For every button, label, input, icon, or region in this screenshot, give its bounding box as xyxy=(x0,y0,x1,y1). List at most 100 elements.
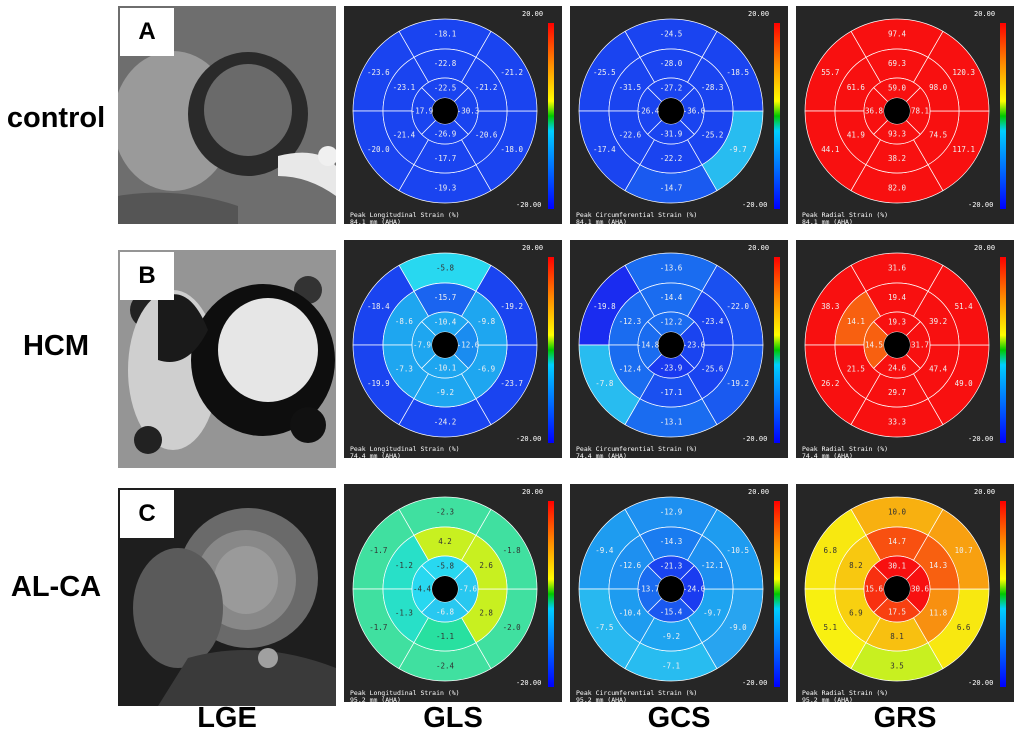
bullseye-center-hole xyxy=(658,98,684,124)
segment-value-label: -22.2 xyxy=(660,154,683,163)
segment-value-label: -12.3 xyxy=(619,317,642,326)
segment-value-label: 6.8 xyxy=(824,546,838,555)
bullseye-panel-alca-gcs: -12.9 -9.4 -7.5 -7.1 -9.0 -10.5 -14.3 -12.6 -10.… xyxy=(570,484,788,704)
segment-value-label: -31.5 xyxy=(619,83,642,92)
segment-value-label: -1.8 xyxy=(503,546,522,555)
segment-value-label: -6.9 xyxy=(477,364,495,373)
strain-caption: Peak Circumferential Strain (%) xyxy=(576,211,698,219)
segment-value-label: 38.2 xyxy=(888,154,906,163)
segment-value-label: -22.5 xyxy=(434,84,457,93)
depth-caption: 95.2 mm (AHA) xyxy=(576,696,627,704)
bullseye-svg: -5.8 -18.4 -19.9 -24.2 -23.7 -19.2 -15.7 -8.6 -7… xyxy=(352,252,538,438)
segment-value-label: -12.2 xyxy=(660,318,683,327)
column-label-gcs: GCS xyxy=(647,702,711,734)
scale-min-label: -20.00 xyxy=(968,435,994,443)
segment-value-label: 10.0 xyxy=(888,508,907,517)
segment-value-label: 59.0 xyxy=(888,84,907,93)
segment-value-label: 8.2 xyxy=(849,561,863,570)
segment-value-label: 51.4 xyxy=(955,302,974,311)
segment-value-label: -25.2 xyxy=(701,130,724,139)
segment-value-label: -10.4 xyxy=(619,608,642,617)
segment-value-label: -24.2 xyxy=(434,418,457,427)
segment-value-label: -19.2 xyxy=(726,379,749,388)
strain-caption: Peak Radial Strain (%) xyxy=(802,445,889,453)
segment-value-label: -5.8 xyxy=(436,264,455,273)
segment-value-label: -27.2 xyxy=(660,84,683,93)
segment-value-label: -4.4 xyxy=(413,585,432,594)
segment-value-label: 97.4 xyxy=(888,30,907,39)
segment-value-label: -14.4 xyxy=(660,293,683,302)
segment-value-label: 19.3 xyxy=(888,318,906,327)
segment-value-label: 69.3 xyxy=(888,59,906,68)
segment-value-label: -18.4 xyxy=(367,302,390,311)
panel-letter-c: C xyxy=(120,490,174,538)
segment-value-label: -21.4 xyxy=(393,130,416,139)
segment-value-label: -9.7 xyxy=(729,145,747,154)
segment-value-label: 2.6 xyxy=(479,561,493,570)
bullseye-panel-control-gcs: -24.5 -25.5 -17.4 -14.7 -9.7 -18.5 -28.0 -31.5 -… xyxy=(570,6,788,226)
strain-caption: Peak Longitudinal Strain (%) xyxy=(350,445,460,453)
segment-value-label: -36.0 xyxy=(683,107,706,116)
bullseye-center-hole xyxy=(432,98,458,124)
segment-value-label: -14.7 xyxy=(660,184,683,193)
segment-value-label: -28.0 xyxy=(660,59,683,68)
bullseye-center-hole xyxy=(884,332,910,358)
segment-value-label: -17.4 xyxy=(593,145,616,154)
segment-value-label: -23.6 xyxy=(367,68,390,77)
bullseye-svg: 97.4 55.7 44.1 82.0 117.1 120.3 69.3 61.6 41.9 38… xyxy=(804,18,990,204)
segment-value-label: -19.2 xyxy=(500,302,523,311)
segment-value-label: -21.2 xyxy=(475,83,498,92)
segment-value-label: -1.7 xyxy=(369,546,387,555)
segment-value-label: -7.1 xyxy=(662,662,680,671)
strain-caption: Peak Circumferential Strain (%) xyxy=(576,689,698,697)
segment-value-label: 47.4 xyxy=(929,364,948,373)
segment-value-label: -10.5 xyxy=(726,546,749,555)
scale-min-label: -20.00 xyxy=(516,435,542,443)
segment-value-label: -15.4 xyxy=(660,608,683,617)
segment-value-label: 11.8 xyxy=(929,608,948,617)
segment-value-label: -7.5 xyxy=(595,623,613,632)
segment-value-label: -17.7 xyxy=(434,154,457,163)
segment-value-label: 78.1 xyxy=(911,107,929,116)
segment-value-label: -12.9 xyxy=(660,508,683,517)
scale-max-label: 20.00 xyxy=(748,10,770,18)
segment-value-label: -8.6 xyxy=(395,317,414,326)
segment-value-label: -25.5 xyxy=(593,68,616,77)
segment-value-label: 82.0 xyxy=(888,184,907,193)
color-scale-bar xyxy=(774,23,780,209)
segment-value-label: 2.8 xyxy=(479,608,493,617)
segment-value-label: -23.1 xyxy=(393,83,416,92)
segment-value-label: -9.7 xyxy=(703,608,721,617)
segment-value-label: -21.2 xyxy=(500,68,523,77)
scale-min-label: -20.00 xyxy=(516,679,542,687)
segment-value-label: -1.2 xyxy=(395,561,413,570)
segment-value-label: 44.1 xyxy=(821,145,839,154)
depth-caption: 74.4 mm (AHA) xyxy=(576,452,627,460)
row-label-control: control xyxy=(6,102,106,134)
scale-max-label: 20.00 xyxy=(974,488,996,496)
segment-value-label: 55.7 xyxy=(821,68,839,77)
depth-caption: 95.2 mm (AHA) xyxy=(802,696,853,704)
bullseye-svg: -13.6 -19.8 -7.8 -13.1 -19.2 -22.0 -14.4 -12.3 -… xyxy=(578,252,764,438)
panel-letter-b: B xyxy=(120,252,174,300)
color-scale-bar xyxy=(1000,257,1006,443)
segment-value-label: 98.0 xyxy=(929,83,948,92)
segment-value-label: 29.7 xyxy=(888,388,906,397)
scale-min-label: -20.00 xyxy=(968,679,994,687)
bullseye-svg: 31.6 38.3 26.2 33.3 49.0 51.4 19.4 14.1 21.5 29.7… xyxy=(804,252,990,438)
scale-max-label: 20.00 xyxy=(522,488,544,496)
segment-value-label: 14.1 xyxy=(847,317,865,326)
segment-value-label: 14.3 xyxy=(929,561,947,570)
segment-value-label: 61.6 xyxy=(847,83,866,92)
depth-caption: 74.4 mm (AHA) xyxy=(802,452,853,460)
depth-caption: 84.1 mm (AHA) xyxy=(576,218,627,226)
mri-image-hcm: B xyxy=(118,250,336,468)
segment-value-label: -31.9 xyxy=(660,130,683,139)
segment-value-label: -24.5 xyxy=(660,30,683,39)
depth-caption: 84.1 mm (AHA) xyxy=(802,218,853,226)
segment-value-label: -23.7 xyxy=(500,379,523,388)
segment-value-label: 30.1 xyxy=(888,562,906,571)
segment-value-label: -7.9 xyxy=(413,341,431,350)
segment-value-label: -19.8 xyxy=(593,302,616,311)
segment-value-label: 10.7 xyxy=(955,546,973,555)
